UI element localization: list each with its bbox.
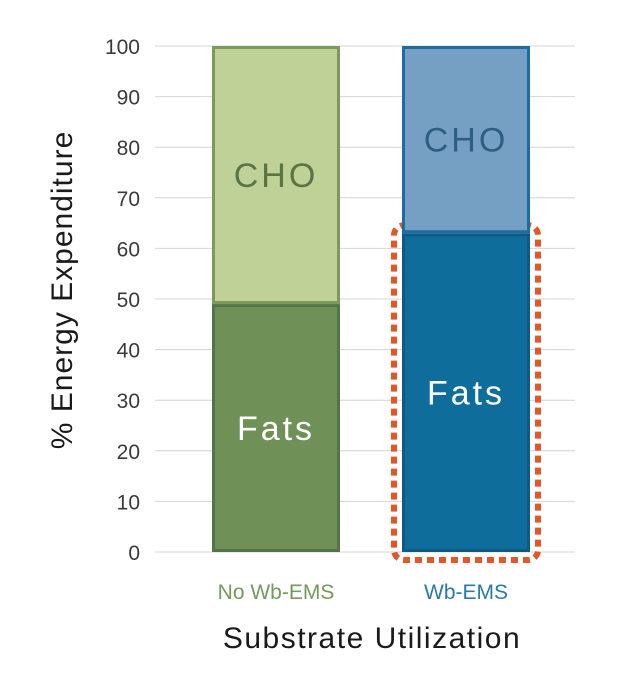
- y-tick-label: 50: [117, 289, 140, 312]
- y-tick-label: 90: [117, 87, 140, 110]
- x-category-label: Wb-EMS: [424, 581, 508, 604]
- bar-fats-wb-ems: [402, 233, 530, 552]
- y-tick-label: 100: [105, 36, 140, 59]
- bars: Fats CHO Fats CHO: [212, 46, 541, 563]
- x-axis-label: Substrate Utilization: [223, 622, 521, 655]
- y-tick-label: 0: [128, 542, 140, 565]
- y-axis-label: % Energy Expenditure: [46, 131, 79, 450]
- bar-fats-no-wb-ems: [212, 304, 340, 552]
- x-category-label: No Wb-EMS: [218, 581, 335, 604]
- segment-label-cho: CHO: [424, 122, 509, 160]
- y-tick-label: 30: [117, 390, 140, 413]
- y-tick-label: 70: [117, 188, 140, 211]
- segment-label-cho: CHO: [234, 157, 319, 195]
- bar-cho-wb-ems: [402, 46, 530, 234]
- segment-label-fats: Fats: [237, 410, 315, 448]
- y-tick-label: 40: [117, 340, 140, 363]
- y-tick-label: 60: [117, 238, 140, 261]
- bar-cho-no-wb-ems: [212, 46, 340, 305]
- segment-label-fats: Fats: [427, 375, 505, 413]
- y-tick-label: 10: [117, 491, 140, 514]
- x-axis-categories: No Wb-EMS Wb-EMS: [218, 581, 508, 604]
- y-tick-label: 80: [117, 137, 140, 160]
- y-tick-label: 20: [117, 441, 140, 464]
- y-axis-ticks: 0 10 20 30 40 50 60 70 80 90 100: [105, 36, 140, 565]
